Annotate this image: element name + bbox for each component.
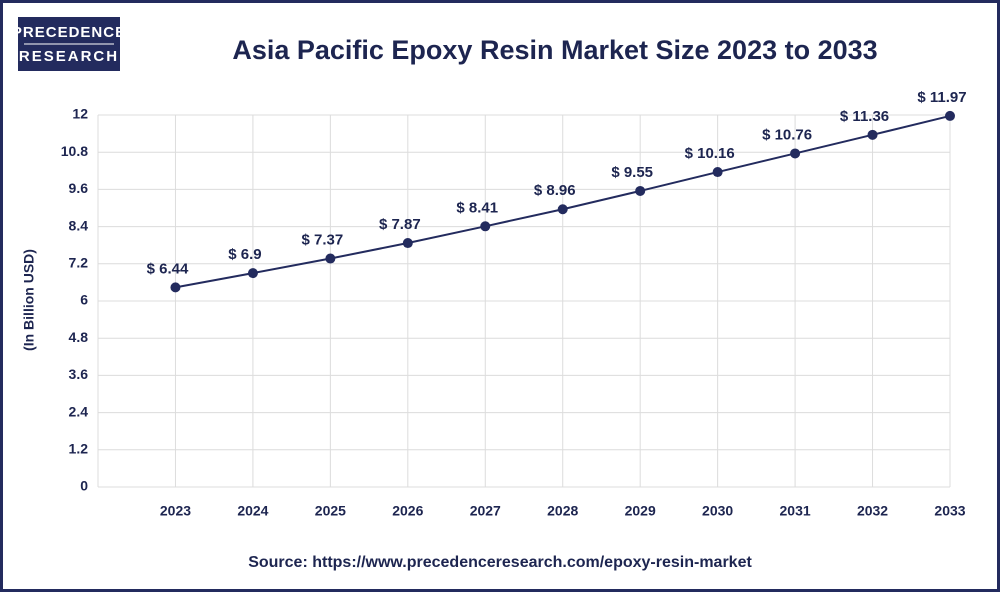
point	[712, 167, 723, 178]
logo-text: RESEARCH	[19, 48, 119, 65]
data-label: $ 11.97	[917, 89, 966, 106]
data-label: $ 6.9	[228, 246, 261, 263]
point	[247, 268, 258, 279]
x-tick-label: 2033	[934, 503, 965, 519]
point	[170, 282, 181, 293]
y-tick-label: 4.8	[69, 329, 89, 345]
data-label: $ 8.96	[534, 182, 576, 199]
data-label: $ 11.36	[840, 108, 889, 125]
point	[945, 110, 955, 121]
point	[635, 185, 646, 196]
point	[867, 129, 878, 140]
data-label: $ 10.16	[685, 145, 735, 162]
data-label: $ 7.87	[379, 216, 421, 233]
y-tick-label: 10.8	[61, 143, 88, 159]
data-label: $ 7.37	[302, 231, 344, 248]
y-axis-label: (In Billion USD)	[21, 249, 37, 351]
x-tick-label: 2024	[237, 503, 268, 519]
x-tick-label: 2023	[160, 503, 191, 519]
y-tick-label: 3.6	[69, 366, 89, 382]
source: Source: https://www.precedenceresearch.c…	[248, 554, 752, 571]
y-tick-label: 9.6	[69, 180, 89, 196]
point	[402, 238, 413, 249]
y-tick-label: 1.2	[69, 441, 89, 457]
data-label: $ 9.55	[611, 164, 653, 181]
y-tick-label: 2.4	[69, 403, 89, 419]
x-tick-label: 2025	[315, 503, 346, 519]
x-tick-label: 2031	[780, 503, 811, 519]
y-tick-label: 12	[72, 106, 88, 122]
y-tick-label: 7.2	[69, 255, 89, 271]
point	[557, 204, 568, 215]
data-label: $ 8.41	[456, 199, 498, 216]
point	[480, 221, 491, 232]
y-tick-label: 8.4	[69, 217, 89, 233]
chart-title: Asia Pacific Epoxy Resin Market Size 202…	[232, 35, 877, 65]
x-tick-label: 2026	[392, 503, 423, 519]
x-tick-label: 2032	[857, 503, 888, 519]
logo-text: PRECEDENCE	[12, 24, 126, 41]
data-label: $ 10.76	[762, 126, 812, 143]
y-tick-label: 6	[80, 292, 88, 308]
point	[790, 148, 801, 159]
x-tick-label: 2028	[547, 503, 578, 519]
x-tick-label: 2030	[702, 503, 733, 519]
data-label: $ 6.44	[147, 260, 189, 277]
point	[325, 253, 336, 264]
y-tick-label: 0	[80, 478, 88, 494]
x-tick-label: 2029	[625, 503, 656, 519]
x-tick-label: 2027	[470, 503, 501, 519]
